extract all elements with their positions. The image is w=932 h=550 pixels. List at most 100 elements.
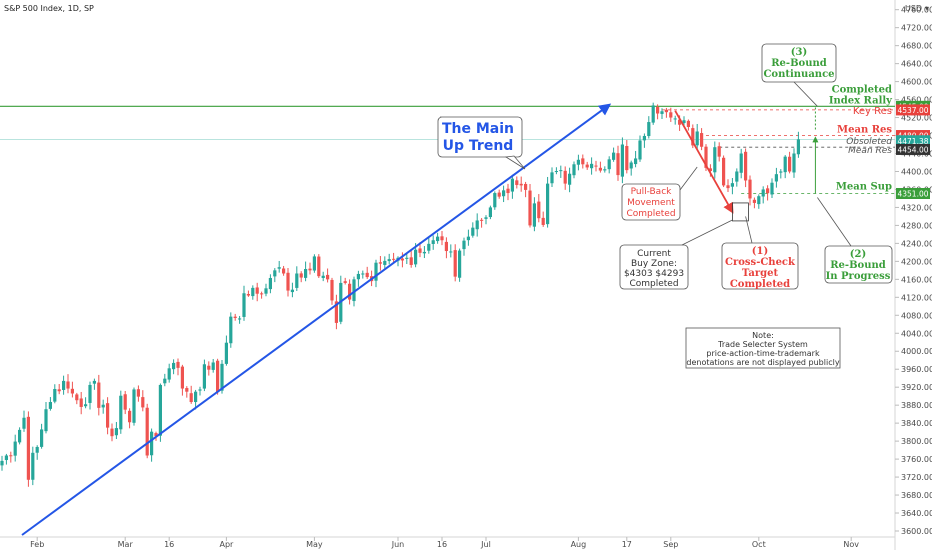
candle-body bbox=[783, 156, 787, 173]
note-label-3: price-action-time-trademark bbox=[706, 349, 820, 358]
candle-body bbox=[788, 156, 792, 172]
candle-body bbox=[625, 145, 629, 171]
candle-body bbox=[682, 120, 686, 124]
price-tick-label: 4200.00 bbox=[901, 257, 932, 266]
candle-body bbox=[475, 220, 479, 230]
candle-body bbox=[167, 368, 171, 380]
candle-body bbox=[449, 251, 453, 253]
candle-body bbox=[563, 170, 567, 184]
candle-body bbox=[502, 190, 506, 197]
candle-body bbox=[88, 384, 92, 403]
candle-body bbox=[409, 257, 413, 265]
candle-body bbox=[748, 179, 752, 199]
candle-body bbox=[9, 455, 13, 457]
pullback-label-3: Completed bbox=[626, 209, 675, 219]
candle-body bbox=[664, 109, 668, 113]
pullback-pointer bbox=[679, 166, 698, 191]
key-res-badge-text: 4537.00 bbox=[897, 106, 928, 115]
candle-body bbox=[638, 140, 642, 160]
candle-body bbox=[35, 446, 39, 453]
candle-body bbox=[708, 168, 712, 172]
time-tick-label: Aug bbox=[571, 540, 587, 549]
candle-body bbox=[598, 167, 602, 171]
candle-body bbox=[229, 316, 233, 344]
candle-body bbox=[13, 441, 17, 456]
candle-body bbox=[444, 241, 448, 252]
rebound-continuance-label-3: Continuance bbox=[763, 69, 834, 80]
candle-body bbox=[405, 257, 409, 259]
candle-body bbox=[348, 283, 352, 300]
candle-body bbox=[273, 270, 277, 277]
candle-body bbox=[554, 171, 558, 173]
mean-sup-badge-bg bbox=[896, 188, 930, 200]
candle-body bbox=[440, 236, 444, 241]
candle-body bbox=[97, 382, 101, 408]
buy-zone-label-1: Current bbox=[637, 249, 671, 259]
cross-check-callout bbox=[721, 242, 799, 290]
candle-body bbox=[308, 268, 312, 271]
candle-body bbox=[730, 183, 734, 187]
candle-body bbox=[744, 151, 748, 181]
candle-body bbox=[290, 289, 294, 293]
candle-body bbox=[779, 171, 783, 173]
candle-body bbox=[317, 256, 321, 277]
candle-body bbox=[546, 183, 550, 225]
time-axis: Feb Mar 16 Apr May Jun 16 Jul Aug 17 Sep Oct Nov bbox=[30, 537, 859, 549]
candle-body bbox=[669, 112, 673, 118]
candle-body bbox=[251, 287, 255, 297]
candle-body bbox=[761, 189, 765, 197]
candle-body bbox=[739, 153, 743, 173]
candle-body bbox=[453, 250, 457, 277]
obsoleted-label: Obsoleted bbox=[846, 137, 892, 147]
last-price-badge-bg bbox=[896, 135, 930, 147]
candle-body bbox=[312, 256, 316, 271]
currency-menu-icon[interactable]: ▾ bbox=[925, 4, 929, 13]
candle-body bbox=[422, 251, 426, 254]
time-tick-label: Sep bbox=[663, 540, 678, 549]
candle-body bbox=[154, 433, 158, 437]
candle-body bbox=[211, 362, 215, 370]
candle-body bbox=[647, 122, 651, 137]
price-tick-label: 4720.00 bbox=[901, 24, 932, 33]
candle-body bbox=[752, 199, 756, 203]
candle-body bbox=[656, 106, 660, 114]
price-axis: 3600.00 3640.00 3680.00 3720.00 3760.00 3800.… bbox=[895, 6, 932, 536]
candle-body bbox=[92, 380, 96, 384]
main-trend-label-2: Up Trend bbox=[443, 138, 514, 154]
candle-body bbox=[62, 380, 66, 390]
candle-body bbox=[717, 146, 721, 157]
candle-body bbox=[255, 287, 259, 294]
candle-body bbox=[532, 203, 536, 227]
note-label-4: denotations are not displayed publicly bbox=[686, 358, 839, 367]
price-tick-label: 4280.00 bbox=[901, 221, 932, 230]
candle-body bbox=[365, 272, 369, 278]
candle-body bbox=[660, 111, 664, 114]
price-tick-label: 4560.00 bbox=[901, 96, 932, 105]
price-tick-label: 3800.00 bbox=[901, 437, 932, 446]
last-price-badge-text: 4471.38 bbox=[897, 137, 928, 146]
candle-body bbox=[651, 105, 655, 123]
candle-body bbox=[242, 293, 246, 317]
candle-body bbox=[172, 362, 176, 370]
candle-body bbox=[612, 152, 616, 160]
candle-body bbox=[57, 389, 61, 392]
candle-body bbox=[22, 417, 26, 429]
candle-body bbox=[123, 394, 127, 410]
candle-body bbox=[704, 146, 708, 168]
candle-body bbox=[246, 294, 250, 296]
mean-sup-label: Mean Sup bbox=[836, 182, 892, 193]
candle-body bbox=[387, 259, 391, 262]
time-tick-label: Jul bbox=[480, 540, 491, 549]
completed-rally-label-2: Index Rally bbox=[829, 95, 893, 106]
mean-res-gray-label: Mean Res bbox=[848, 146, 892, 156]
candle-body bbox=[220, 363, 224, 391]
candle-body bbox=[299, 273, 303, 278]
candle-body bbox=[691, 128, 695, 146]
candle-body bbox=[427, 243, 431, 251]
candle-body bbox=[774, 174, 778, 182]
candle-body bbox=[343, 281, 347, 283]
candle-body bbox=[581, 158, 585, 165]
time-tick-label: Nov bbox=[843, 540, 859, 549]
